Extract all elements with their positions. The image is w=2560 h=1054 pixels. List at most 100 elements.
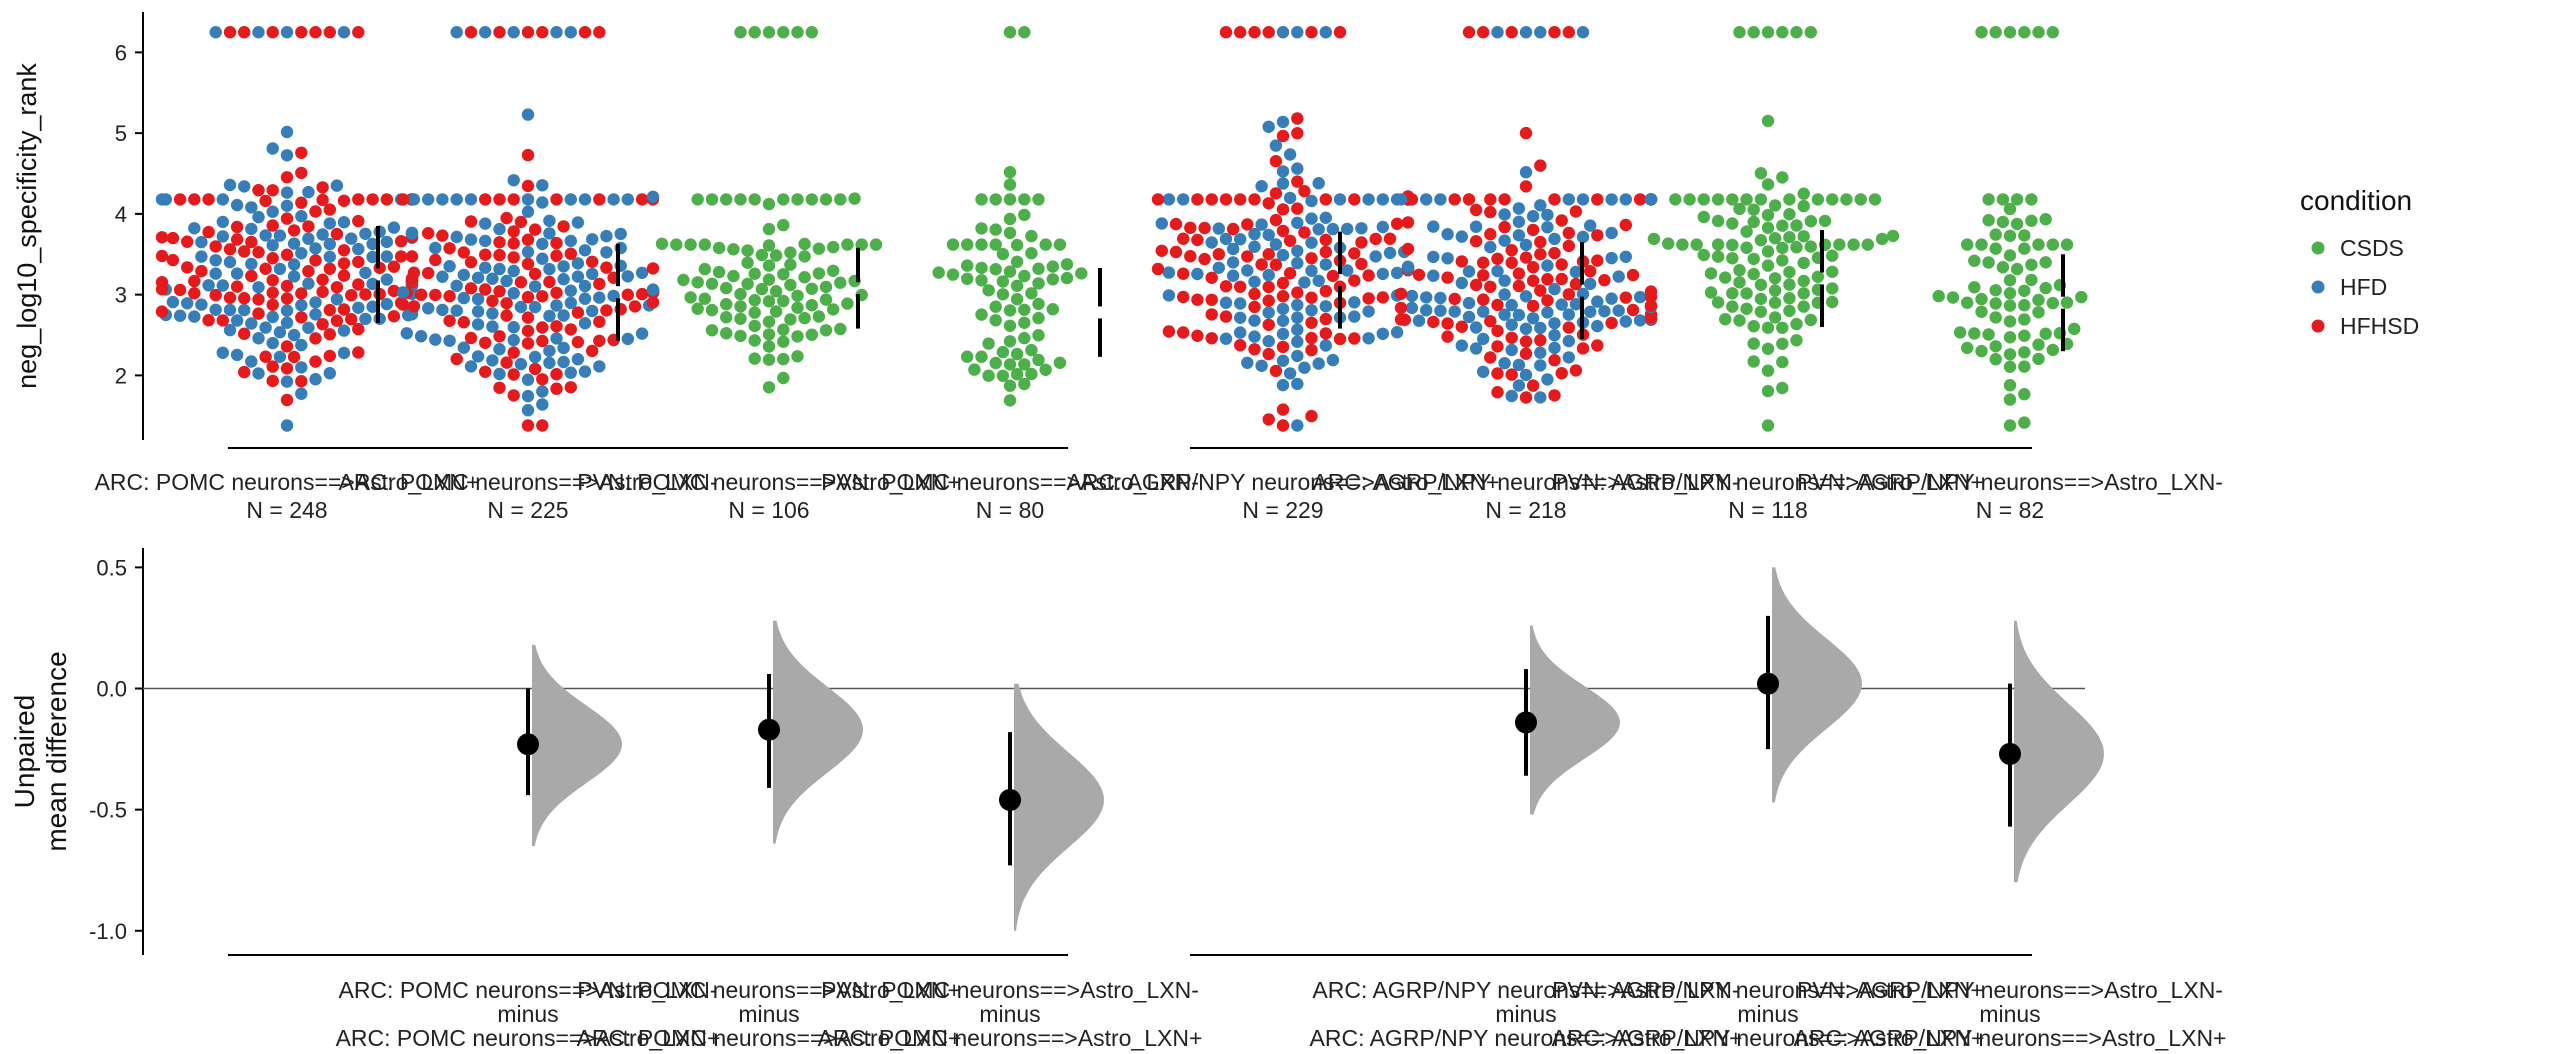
data-point: [1262, 268, 1275, 282]
data-point: [698, 262, 711, 276]
swarm-group: [1647, 26, 1900, 432]
data-point: [1177, 326, 1190, 339]
data-point: [309, 308, 322, 321]
data-point: [309, 296, 322, 309]
data-point: [1598, 274, 1611, 287]
data-point: [252, 281, 265, 294]
data-point: [1747, 26, 1760, 39]
data-point: [1818, 214, 1832, 228]
data-point: [646, 190, 660, 203]
data-point: [230, 220, 244, 234]
data-point: [1184, 221, 1197, 234]
data-point: [805, 299, 818, 312]
data-point: [855, 238, 868, 251]
data-point: [528, 362, 542, 376]
data-point: [387, 221, 401, 234]
data-point: [330, 314, 344, 327]
data-point: [188, 222, 201, 235]
data-point: [1826, 193, 1839, 206]
data-point: [1555, 258, 1568, 271]
data-point: [1548, 341, 1561, 355]
data-point: [464, 331, 478, 345]
y-axis-title-line: mean difference: [41, 651, 72, 851]
data-point: [646, 262, 660, 275]
data-point: [396, 286, 410, 299]
data-point: [521, 257, 535, 271]
data-point: [1989, 284, 2002, 297]
data-point: [762, 26, 776, 39]
data-point: [1826, 295, 1839, 309]
data-point: [1961, 238, 1974, 251]
data-point: [414, 330, 428, 343]
data-point: [1982, 256, 1995, 269]
data-point: [1462, 310, 1476, 324]
data-point: [869, 238, 883, 251]
data-point: [2039, 281, 2052, 295]
data-point: [1761, 178, 1775, 191]
data-point: [323, 328, 336, 341]
data-point: [195, 235, 208, 249]
data-point: [571, 216, 585, 229]
data-point: [155, 305, 169, 318]
data-point: [245, 317, 258, 330]
data-point: [1010, 368, 1024, 381]
data-point: [2018, 299, 2031, 312]
data-point: [536, 237, 549, 251]
data-point: [1234, 326, 1247, 339]
data-point: [1711, 238, 1725, 251]
data-point: [295, 299, 308, 312]
data-point: [1562, 308, 1576, 321]
data-point: [1469, 203, 1483, 217]
data-point: [1234, 311, 1247, 324]
data-point: [302, 321, 315, 334]
data-point: [1612, 270, 1625, 283]
data-point: [1932, 289, 1945, 303]
data-point: [1505, 318, 1518, 331]
data-point: [1376, 291, 1390, 304]
data-point: [2003, 348, 2017, 361]
data-point: [1362, 332, 1375, 345]
data-point: [507, 225, 520, 238]
data-point: [1326, 269, 1340, 283]
data-point: [1526, 261, 1540, 274]
data-point: [961, 259, 974, 272]
data-point: [932, 266, 945, 279]
data-point: [1711, 296, 1725, 309]
data-point: [564, 323, 577, 336]
data-point: [1383, 246, 1397, 260]
data-point: [593, 315, 606, 328]
data-point: [245, 222, 258, 236]
data-point: [1804, 215, 1818, 228]
data-point: [173, 193, 187, 206]
data-point: [486, 307, 499, 320]
data-point: [586, 304, 599, 318]
data-point: [528, 300, 542, 314]
data-point: [982, 284, 995, 297]
data-point: [309, 26, 322, 39]
data-point: [2003, 274, 2017, 287]
data-point: [1412, 268, 1426, 281]
data-point: [273, 326, 287, 339]
data-point: [230, 233, 244, 246]
data-point: [784, 313, 797, 326]
data-point: [1262, 228, 1275, 242]
data-point: [1291, 244, 1304, 258]
data-point: [734, 193, 747, 206]
data-point: [2003, 393, 2017, 406]
data-point: [1341, 222, 1354, 236]
data-point: [536, 398, 549, 411]
data-point: [1541, 221, 1554, 234]
data-point: [330, 227, 344, 241]
data-point: [996, 288, 1010, 301]
data-point: [457, 316, 470, 329]
data-point: [1683, 193, 1696, 206]
data-point: [1633, 314, 1647, 327]
data-point: [1498, 234, 1511, 247]
data-point: [720, 281, 733, 295]
data-point: [1305, 252, 1318, 265]
data-point: [1234, 26, 1247, 39]
data-point: [1541, 208, 1554, 222]
data-point: [302, 185, 315, 199]
data-point: [1155, 244, 1169, 257]
data-point: [436, 229, 449, 242]
